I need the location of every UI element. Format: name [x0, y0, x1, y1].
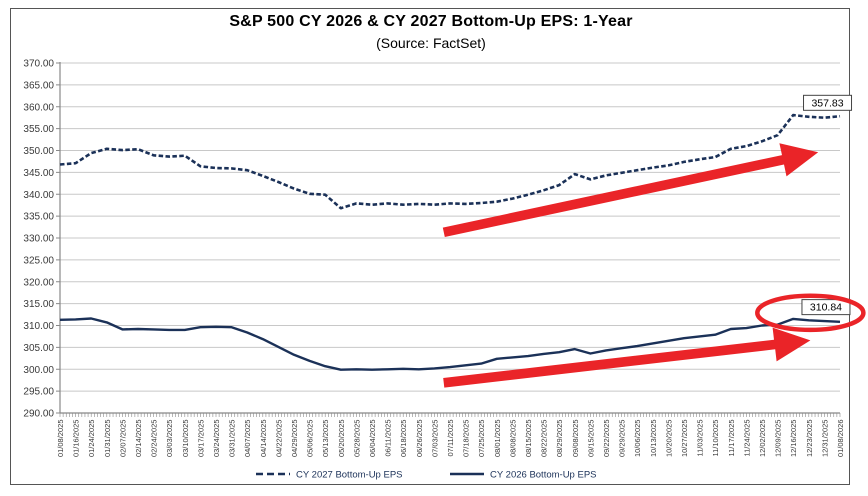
chart-subtitle: (Source: FactSet)	[376, 35, 486, 51]
legend-cy2027-label: CY 2027 Bottom-Up EPS	[296, 470, 403, 481]
x-tick-label: 05/06/2025	[306, 420, 315, 458]
x-tick-label: 06/26/2025	[415, 420, 424, 458]
x-tick-label: 04/07/2025	[243, 420, 252, 458]
y-tick-label: 365.00	[23, 80, 54, 91]
x-tick-label: 11/24/2025	[742, 420, 751, 457]
x-tick-label: 05/28/2025	[352, 420, 361, 458]
x-tick-label: 01/31/2025	[103, 420, 112, 458]
x-tick-label: 03/03/2025	[165, 420, 174, 458]
x-tick-label: 06/11/2025	[384, 420, 393, 457]
x-tick-label: 02/07/2025	[118, 420, 127, 458]
x-tick-label: 01/08/2025	[56, 420, 65, 458]
x-tick-label: 04/22/2025	[274, 420, 283, 458]
x-tick-label: 12/09/2025	[774, 420, 783, 458]
x-tick-label: 01/16/2025	[72, 420, 81, 458]
x-tick-label: 12/31/2025	[820, 420, 829, 458]
y-tick-label: 315.00	[23, 299, 54, 310]
x-tick-label: 11/10/2025	[711, 420, 720, 457]
x-tick-label: 08/22/2025	[540, 420, 549, 458]
x-tick-label: 10/13/2025	[649, 420, 658, 458]
x-tick-label: 04/29/2025	[290, 420, 299, 458]
trend-arrow-lower	[443, 327, 811, 388]
y-tick-label: 325.00	[23, 255, 54, 266]
x-tick-label: 07/11/2025	[446, 420, 455, 457]
x-tick-label: 01/08/2026	[836, 420, 845, 458]
chart-title: S&P 500 CY 2026 & CY 2027 Bottom-Up EPS:…	[229, 13, 633, 30]
chart-border	[10, 8, 850, 485]
x-tick-label: 09/08/2025	[571, 420, 580, 458]
x-tick-label: 07/03/2025	[430, 420, 439, 458]
x-tick-label: 05/13/2025	[321, 420, 330, 458]
legend-cy2026-label: CY 2026 Bottom-Up EPS	[490, 470, 597, 481]
x-tick-label: 06/04/2025	[368, 420, 377, 458]
end-label-cy2027: 357.83	[811, 97, 843, 109]
y-tick-label: 360.00	[23, 102, 54, 113]
x-tick-label: 03/31/2025	[228, 420, 237, 458]
y-tick-label: 335.00	[23, 212, 54, 223]
x-tick-label: 09/15/2025	[586, 420, 595, 458]
y-tick-label: 355.00	[23, 124, 54, 135]
y-tick-label: 330.00	[23, 234, 54, 245]
end-label-box-cy2027	[803, 94, 853, 111]
y-tick-label: 345.00	[23, 168, 54, 179]
x-tick-label: 11/03/2025	[696, 420, 705, 457]
y-tick-label: 310.00	[23, 321, 54, 332]
x-tick-label: 12/16/2025	[789, 420, 798, 458]
x-tick-label: 12/02/2025	[758, 420, 767, 458]
x-tick-label: 09/22/2025	[602, 420, 611, 458]
y-tick-label: 350.00	[23, 146, 54, 157]
highlight-ellipse	[755, 293, 866, 333]
series-line-cy2026	[59, 317, 841, 371]
x-tick-label: 08/01/2025	[493, 420, 502, 458]
y-tick-label: 295.00	[23, 387, 54, 398]
x-tick-label: 08/29/2025	[555, 420, 564, 458]
x-tick-label: 03/24/2025	[212, 420, 221, 458]
y-tick-label: 290.00	[23, 409, 54, 420]
end-label-box-cy2026	[801, 299, 851, 316]
x-tick-label: 10/06/2025	[633, 420, 642, 458]
x-tick-label: 02/24/2025	[150, 420, 159, 458]
x-tick-label: 11/17/2025	[727, 420, 736, 457]
x-tick-label: 02/14/2025	[134, 420, 143, 458]
y-tick-label: 320.00	[23, 277, 54, 288]
x-tick-label: 07/25/2025	[477, 420, 486, 458]
y-tick-label: 300.00	[23, 365, 54, 376]
series-line-cy2027	[59, 113, 841, 210]
x-tick-label: 07/18/2025	[462, 420, 471, 458]
x-tick-label: 01/24/2025	[87, 420, 96, 458]
x-tick-label: 03/17/2025	[196, 420, 205, 458]
x-tick-label: 10/27/2025	[680, 420, 689, 458]
x-tick-label: 05/20/2025	[337, 420, 346, 458]
x-tick-label: 03/10/2025	[181, 420, 190, 458]
y-tick-label: 370.00	[23, 59, 54, 70]
x-tick-label: 08/15/2025	[524, 420, 533, 458]
x-tick-label: 12/23/2025	[805, 420, 814, 458]
x-tick-label: 09/29/2025	[618, 420, 627, 458]
y-tick-label: 340.00	[23, 190, 54, 201]
end-label-cy2026: 310.84	[810, 302, 842, 314]
trend-arrow-upper	[442, 143, 819, 237]
x-tick-label: 10/20/2025	[664, 420, 673, 458]
x-tick-label: 08/08/2025	[508, 420, 517, 458]
x-tick-label: 06/18/2025	[399, 420, 408, 458]
x-tick-label: 04/14/2025	[259, 420, 268, 458]
y-tick-label: 305.00	[23, 343, 54, 354]
